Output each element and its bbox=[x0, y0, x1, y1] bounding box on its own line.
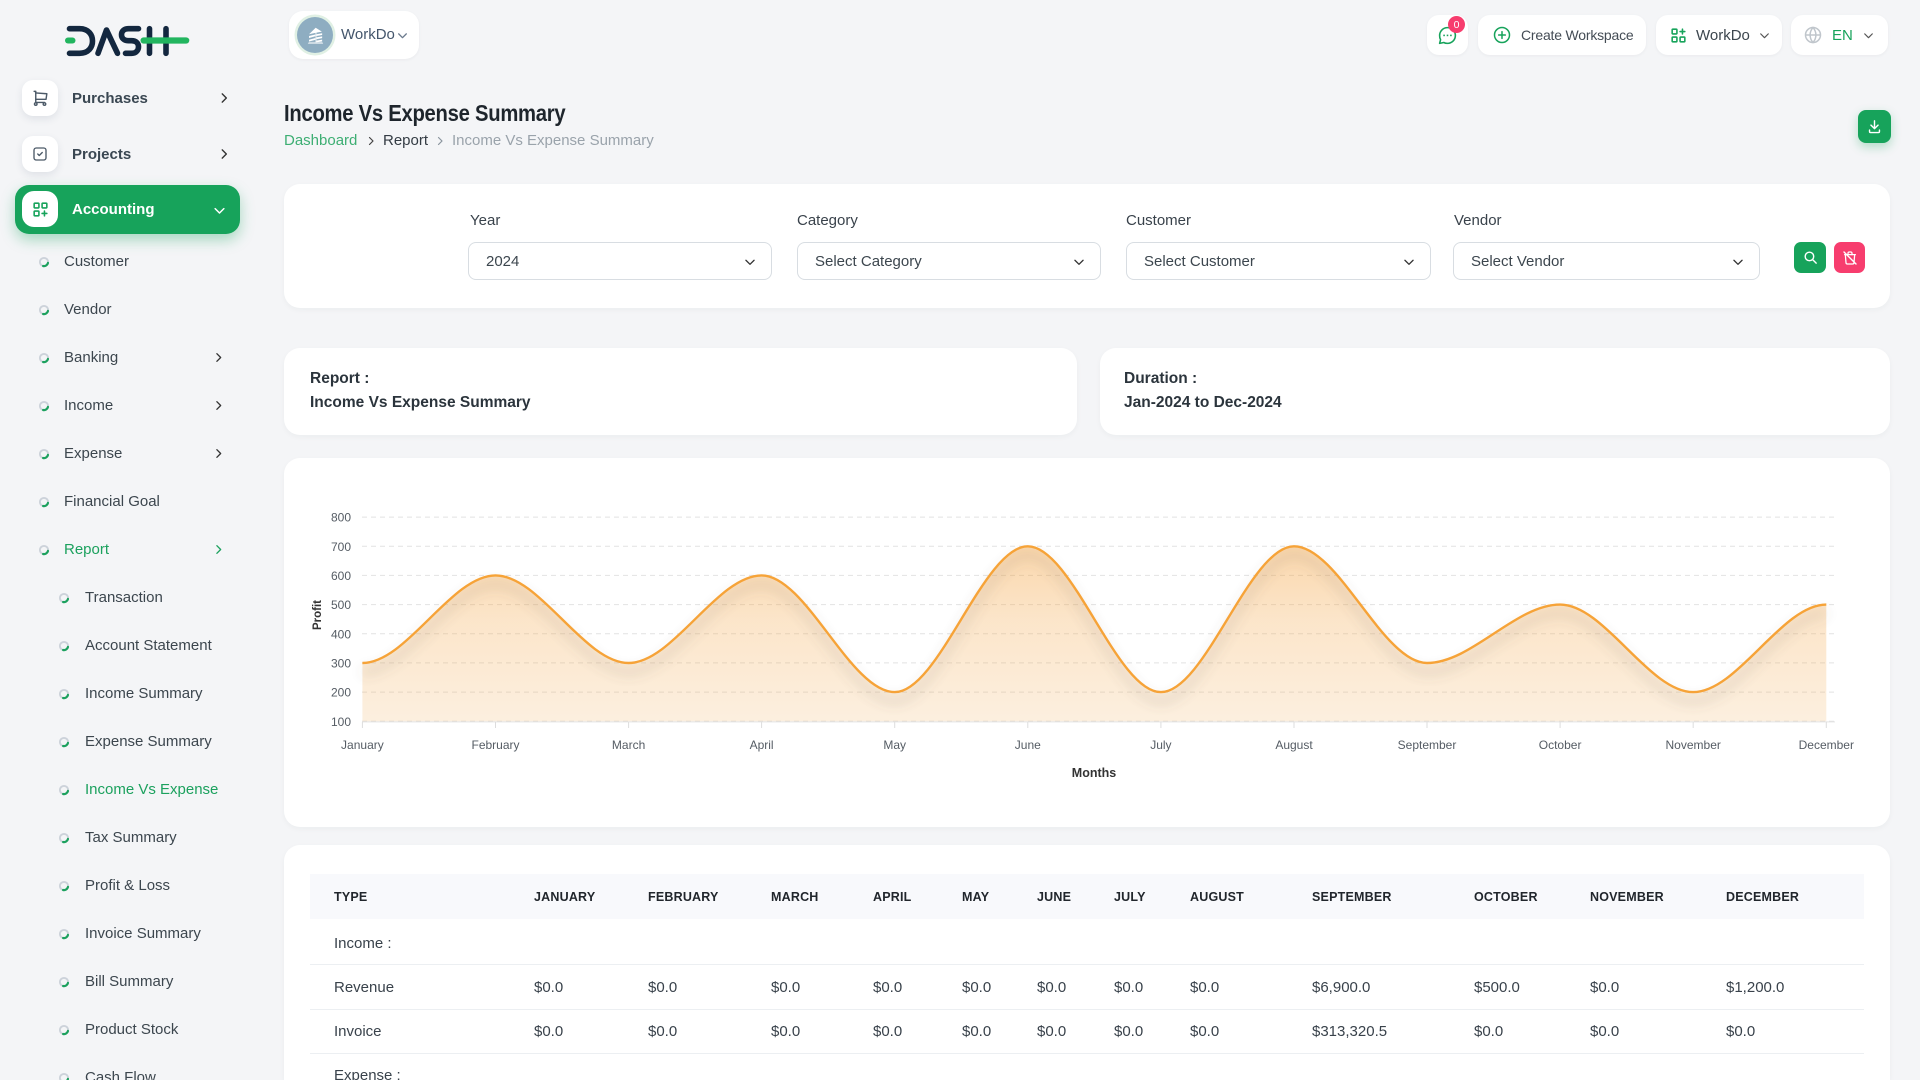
svg-text:July: July bbox=[1150, 738, 1171, 752]
svg-text:September: September bbox=[1398, 738, 1457, 752]
svg-text:January: January bbox=[341, 738, 384, 752]
svg-text:400: 400 bbox=[331, 627, 351, 641]
svg-text:800: 800 bbox=[331, 511, 351, 525]
svg-text:May: May bbox=[883, 738, 906, 752]
svg-text:November: November bbox=[1666, 738, 1721, 752]
svg-text:300: 300 bbox=[331, 657, 351, 671]
svg-text:100: 100 bbox=[331, 715, 351, 729]
svg-text:500: 500 bbox=[331, 598, 351, 612]
svg-text:October: October bbox=[1539, 738, 1582, 752]
svg-text:June: June bbox=[1015, 738, 1041, 752]
svg-text:600: 600 bbox=[331, 569, 351, 583]
svg-text:Profit: Profit bbox=[312, 600, 324, 630]
svg-text:April: April bbox=[750, 738, 774, 752]
svg-text:February: February bbox=[471, 738, 519, 752]
svg-text:Months: Months bbox=[1072, 766, 1116, 780]
svg-text:August: August bbox=[1275, 738, 1313, 752]
svg-text:December: December bbox=[1799, 738, 1854, 752]
svg-text:200: 200 bbox=[331, 686, 351, 700]
svg-text:700: 700 bbox=[331, 540, 351, 554]
svg-text:March: March bbox=[612, 738, 645, 752]
